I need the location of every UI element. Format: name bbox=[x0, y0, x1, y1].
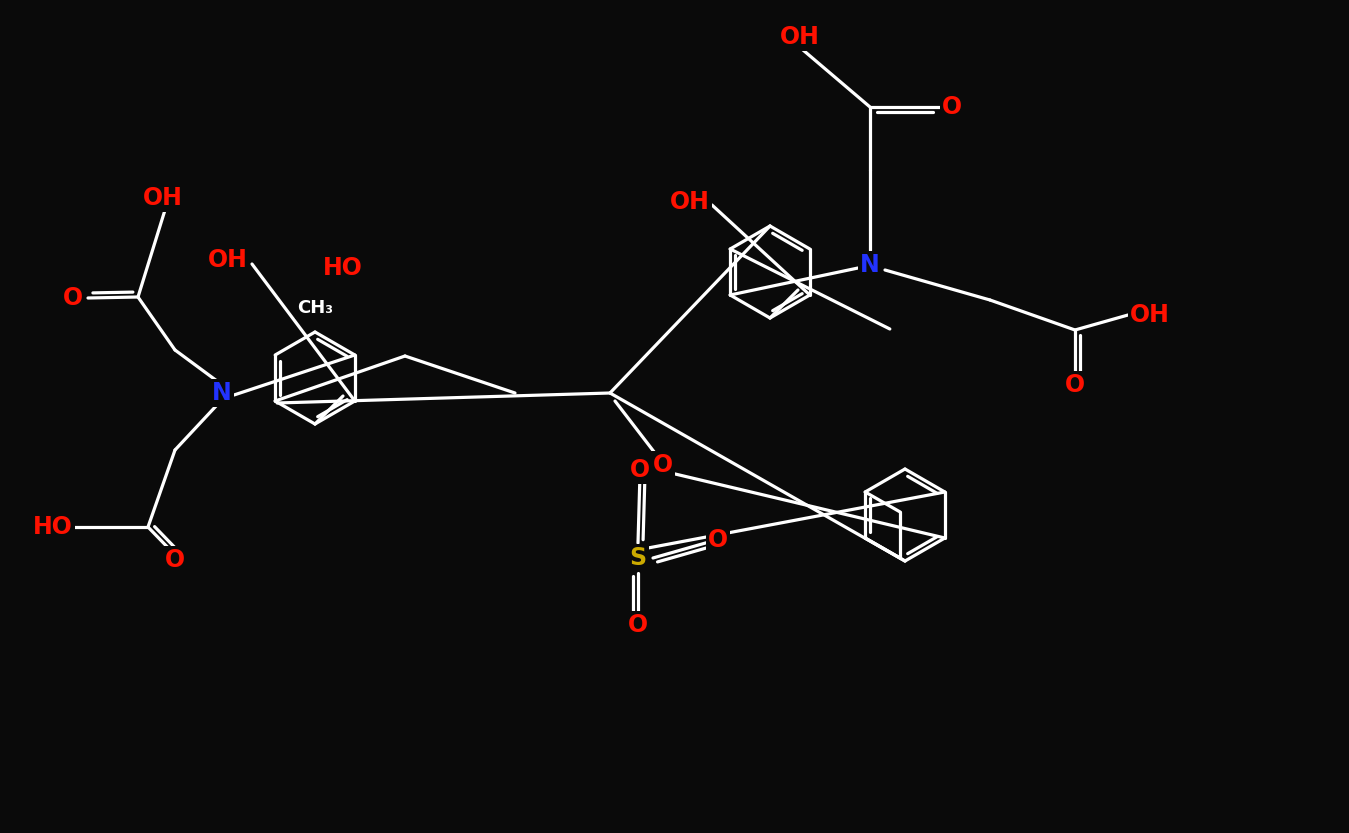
Text: O: O bbox=[708, 528, 728, 552]
Text: OH: OH bbox=[670, 190, 710, 214]
Text: OH: OH bbox=[1130, 303, 1170, 327]
Text: O: O bbox=[942, 95, 962, 119]
Text: OH: OH bbox=[780, 25, 820, 49]
Text: CH₃: CH₃ bbox=[297, 299, 333, 317]
Text: N: N bbox=[861, 253, 880, 277]
Text: S: S bbox=[630, 546, 646, 570]
Text: HO: HO bbox=[322, 256, 363, 280]
Text: O: O bbox=[1064, 373, 1085, 397]
Text: N: N bbox=[212, 381, 232, 405]
Text: HO: HO bbox=[32, 515, 73, 539]
Text: O: O bbox=[627, 613, 648, 637]
Text: OH: OH bbox=[143, 186, 183, 210]
Text: O: O bbox=[165, 548, 185, 572]
Text: O: O bbox=[630, 458, 650, 482]
Text: O: O bbox=[653, 453, 673, 477]
Text: OH: OH bbox=[208, 248, 248, 272]
Text: O: O bbox=[63, 286, 84, 310]
